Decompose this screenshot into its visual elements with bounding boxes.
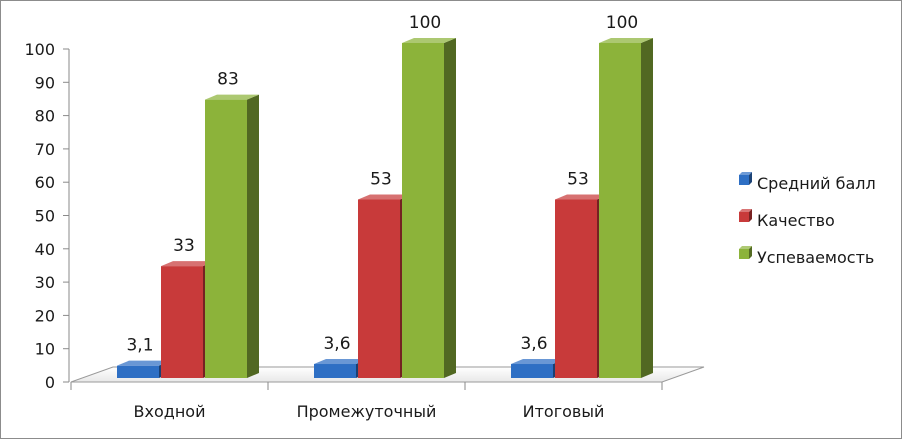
bar-side-face (444, 38, 456, 378)
legend-item: Средний балл (739, 172, 876, 193)
bar-front-face (161, 266, 203, 378)
legend-label: Успеваемость (757, 248, 874, 267)
bar-top-face (402, 38, 456, 43)
legend-swatch (739, 249, 749, 259)
bar-front-face (511, 364, 553, 378)
legend-swatch-top (739, 172, 752, 175)
bar-front-face (555, 199, 597, 378)
bar-top-face (599, 38, 653, 43)
bar-top-face (205, 94, 259, 100)
bar-front-face (205, 99, 247, 379)
bar-top-face (314, 359, 368, 365)
data-label: 53 (370, 170, 392, 190)
legend-swatch-top (739, 246, 752, 249)
bar-side-face (247, 94, 259, 379)
data-label: 100 (606, 13, 638, 33)
bar-top-face (511, 359, 565, 365)
legend-swatch (739, 212, 749, 222)
legend-label: Качество (757, 211, 835, 230)
data-label: 3,1 (126, 336, 153, 356)
bar-top-face (161, 261, 215, 267)
bar (205, 94, 259, 379)
x-category-label: Итоговый (523, 402, 605, 421)
legend-swatch-side (749, 209, 752, 222)
y-tick-label: 80 (35, 107, 55, 126)
y-tick-label: 60 (35, 173, 55, 192)
bar-top-face (358, 194, 412, 200)
legend-label: Средний балл (757, 174, 876, 193)
legend-item: Качество (739, 209, 835, 230)
legend-swatch (739, 175, 749, 185)
bar-front-face (599, 43, 641, 378)
y-tick-label: 10 (35, 340, 55, 359)
bar (402, 38, 456, 378)
y-tick-label: 100 (24, 40, 55, 59)
y-tick-label: 30 (35, 273, 55, 292)
y-tick-label: 50 (35, 207, 55, 226)
bar-top-face (117, 360, 171, 366)
legend-swatch-top (739, 209, 752, 212)
bar-front-face (358, 199, 400, 378)
x-category-label: Входной (134, 402, 206, 421)
y-tick-label: 0 (45, 373, 55, 392)
legend-item: Успеваемость (739, 246, 874, 267)
data-label: 33 (173, 236, 195, 256)
bar-front-face (314, 364, 356, 378)
y-tick-label: 20 (35, 306, 55, 325)
data-label: 53 (567, 170, 589, 190)
y-tick-label: 70 (35, 140, 55, 159)
legend-swatch-side (749, 172, 752, 185)
bar-front-face (117, 365, 159, 378)
y-tick-label: 40 (35, 240, 55, 259)
y-tick-label: 90 (35, 73, 55, 92)
data-label: 83 (217, 70, 239, 90)
x-category-label: Промежуточный (297, 402, 437, 421)
bar (599, 38, 653, 378)
bar-top-face (555, 194, 609, 200)
bar-side-face (641, 38, 653, 378)
data-label: 100 (409, 13, 441, 33)
data-label: 3,6 (520, 334, 547, 354)
legend-swatch-side (749, 246, 752, 259)
data-label: 3,6 (323, 334, 350, 354)
bar-front-face (402, 43, 444, 378)
